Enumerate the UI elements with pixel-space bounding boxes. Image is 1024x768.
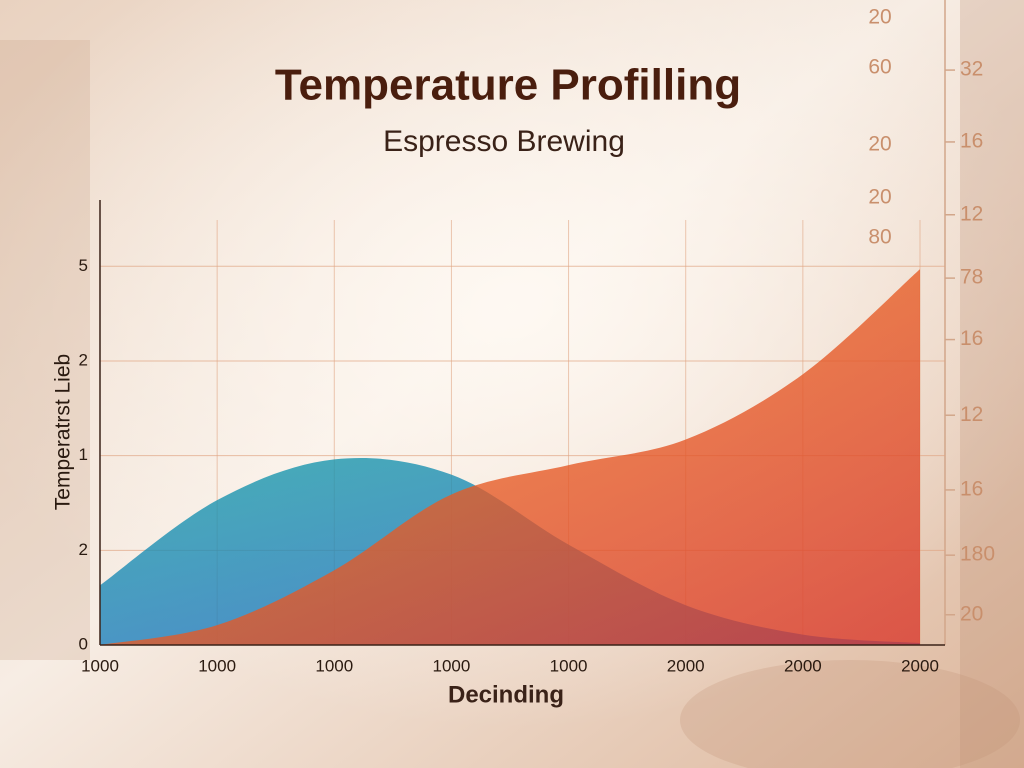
- y2-tick-label: 16: [960, 327, 983, 350]
- backdrop-shape: [960, 0, 1024, 768]
- annotation: 20: [868, 133, 891, 156]
- y-tick-label: 2: [79, 540, 88, 559]
- area: [100, 269, 920, 645]
- x-tick-label: 2000: [667, 656, 705, 675]
- annotation: 20: [868, 6, 891, 29]
- x-tick-label: 2000: [784, 656, 822, 675]
- annotation: 80: [868, 226, 891, 249]
- x-tick-label: 1000: [550, 656, 588, 675]
- y-tick-label: 2: [79, 350, 88, 369]
- y2-tick-label: 20: [960, 602, 983, 625]
- backdrop-shape: [0, 40, 90, 660]
- x-axis-label: Decinding: [448, 681, 564, 708]
- x-tick-label: 2000: [901, 656, 939, 675]
- x-tick-label: 1000: [81, 656, 119, 675]
- y2-tick-label: 180: [960, 543, 995, 566]
- chart-subtitle: Espresso Brewing: [383, 125, 625, 158]
- y2-tick-label: 32: [960, 58, 983, 81]
- y2-tick-label: 78: [960, 266, 983, 289]
- backdrop-shape: [680, 660, 1020, 768]
- chart-title: Temperature Profilling: [275, 61, 741, 110]
- x-tick-label: 1000: [198, 656, 236, 675]
- y2-tick-label: 12: [960, 403, 983, 426]
- annotation: 60: [868, 56, 891, 79]
- y-tick-label: 0: [79, 634, 88, 653]
- x-tick-label: 1000: [315, 656, 353, 675]
- y-tick-label: 1: [79, 445, 88, 464]
- plot: [100, 220, 945, 646]
- annotation: 20: [868, 186, 891, 209]
- x-tick-label: 1000: [433, 656, 471, 675]
- y2-tick-label: 16: [960, 129, 983, 152]
- y2-tick-label: 16: [960, 477, 983, 500]
- y2-tick-label: 12: [960, 202, 983, 225]
- y-axis-label: Temperatrst Lieb: [52, 354, 75, 510]
- y-tick-label: 5: [79, 256, 88, 275]
